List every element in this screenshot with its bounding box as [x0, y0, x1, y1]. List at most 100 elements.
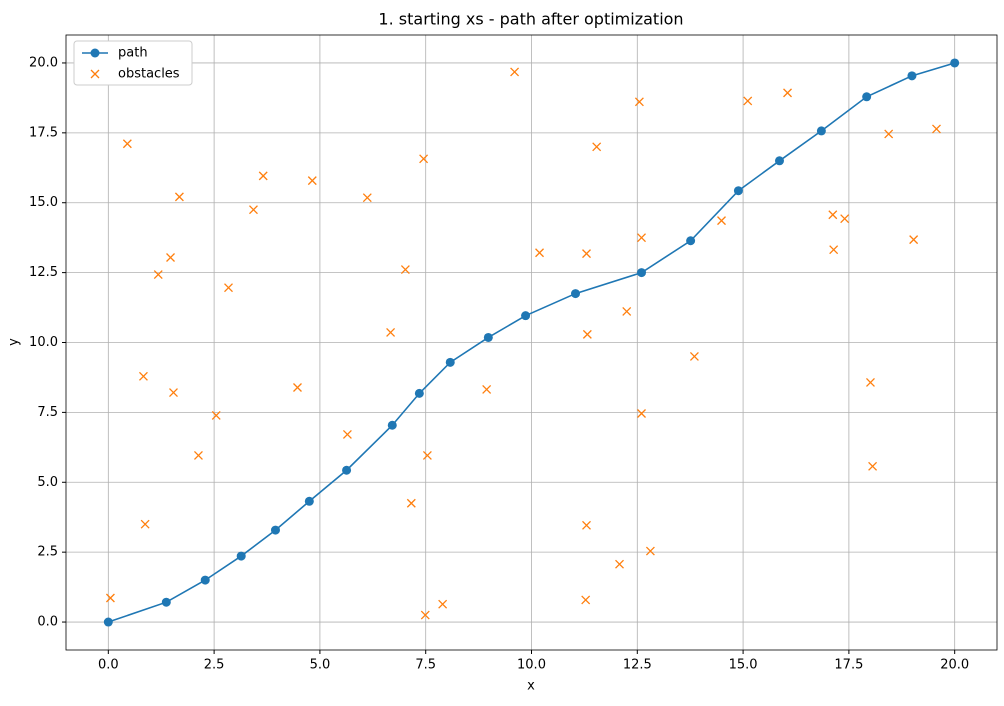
- legend-label: obstacles: [118, 67, 180, 82]
- point: [249, 205, 258, 215]
- point: [174, 192, 184, 202]
- x-tick-label: 7.5: [415, 658, 436, 673]
- point: [862, 92, 872, 102]
- point: [907, 71, 917, 81]
- point: [386, 327, 396, 337]
- point: [103, 617, 113, 627]
- point: [535, 248, 544, 258]
- point: [483, 332, 493, 342]
- y-tick-label: 15.0: [29, 195, 58, 210]
- legend-marker: [90, 48, 100, 58]
- y-tick-label: 0.0: [37, 615, 58, 630]
- point: [582, 520, 591, 530]
- point: [637, 268, 647, 278]
- legend-label: path: [118, 46, 148, 61]
- x-tick-label: 2.5: [204, 658, 225, 673]
- point: [293, 383, 302, 392]
- point: [634, 97, 644, 107]
- point: [161, 597, 171, 607]
- point: [645, 546, 655, 556]
- x-tick-label: 10.0: [517, 658, 546, 673]
- x-axis-label: x: [527, 679, 535, 694]
- point: [387, 420, 397, 430]
- point: [236, 551, 246, 561]
- point: [581, 595, 591, 605]
- point: [166, 253, 175, 262]
- legend-marker: [90, 69, 100, 79]
- point: [510, 67, 520, 77]
- point: [689, 352, 699, 361]
- point: [422, 450, 432, 460]
- point: [829, 245, 839, 255]
- point: [200, 575, 210, 585]
- point: [482, 385, 492, 394]
- point: [717, 216, 726, 226]
- y-axis-label: y: [7, 338, 22, 346]
- point: [258, 171, 268, 181]
- point: [783, 88, 792, 98]
- point: [816, 126, 826, 136]
- y-tick-label: 7.5: [37, 405, 58, 420]
- point: [153, 270, 163, 280]
- point: [342, 430, 352, 439]
- point: [592, 142, 602, 152]
- legend-box: [73, 40, 193, 86]
- point: [866, 378, 875, 387]
- point: [122, 139, 132, 149]
- point: [304, 496, 314, 506]
- point: [307, 176, 317, 186]
- point: [138, 371, 148, 381]
- y-tick-label: 12.5: [29, 265, 58, 280]
- x-tick-label: 20.0: [940, 658, 969, 673]
- x-tick-label: 15.0: [729, 658, 758, 673]
- point: [140, 519, 150, 529]
- point: [743, 96, 753, 106]
- point: [615, 559, 624, 569]
- point: [686, 236, 696, 246]
- point: [193, 450, 203, 460]
- point: [828, 210, 838, 220]
- y-tick-label: 5.0: [37, 475, 58, 490]
- point: [637, 409, 646, 418]
- point: [909, 235, 919, 245]
- point: [950, 58, 960, 68]
- point: [582, 249, 591, 259]
- y-tick-label: 20.0: [29, 55, 58, 70]
- x-tick-label: 17.5: [834, 658, 863, 673]
- point: [521, 311, 531, 321]
- plot-frame: [65, 34, 998, 651]
- y-tick-label: 17.5: [29, 125, 58, 140]
- point: [362, 193, 372, 203]
- point: [270, 525, 280, 535]
- point: [571, 289, 581, 299]
- point: [622, 307, 632, 316]
- chart-title: 1. starting xs - path after optimization: [378, 10, 683, 29]
- point: [637, 233, 646, 243]
- x-tick-label: 0.0: [98, 658, 119, 673]
- point: [445, 357, 455, 367]
- y-tick-label: 2.5: [37, 545, 58, 560]
- point: [582, 329, 592, 339]
- point: [420, 610, 430, 620]
- point: [105, 593, 115, 603]
- point: [414, 388, 424, 398]
- point: [733, 186, 743, 196]
- x-tick-label: 5.0: [310, 658, 331, 673]
- point: [400, 265, 410, 274]
- point: [774, 156, 784, 166]
- x-tick-label: 12.5: [623, 658, 652, 673]
- y-tick-label: 10.0: [29, 335, 58, 350]
- point: [868, 461, 878, 471]
- legend: path obstacles: [73, 40, 193, 86]
- point: [342, 465, 352, 475]
- point: [932, 124, 941, 134]
- point: [169, 388, 178, 397]
- point: [406, 498, 416, 508]
- point: [224, 283, 233, 293]
- point: [840, 214, 850, 224]
- point: [438, 599, 448, 609]
- point: [884, 129, 894, 139]
- point: [211, 411, 221, 420]
